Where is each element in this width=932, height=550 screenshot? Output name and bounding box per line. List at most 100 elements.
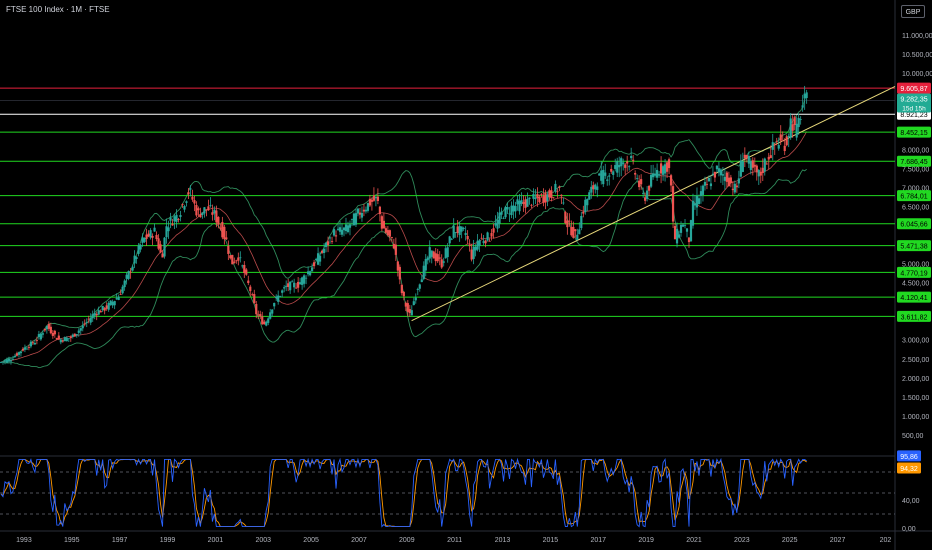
candle-body [755,165,758,173]
candle-body [13,356,17,357]
candle-body [508,213,511,215]
candle-body [600,170,603,181]
candle-body [265,321,268,326]
candle-body [665,162,669,172]
candle-body [67,338,70,340]
candle-body [568,220,571,222]
candle-body [195,204,198,216]
candle-body [488,240,491,242]
candle-body [1,361,5,363]
y-tick-label: 1.500,00 [902,395,929,402]
candle-body [530,204,533,206]
candle-body [338,227,342,232]
candle-body [642,193,645,194]
candle-body [49,326,52,334]
candle-body [147,233,150,237]
candle-body [69,336,72,339]
candle-body [9,360,13,362]
candle-body [562,202,565,204]
level-price-tag: 7.686,45 [900,159,927,166]
candle-body [636,178,639,179]
candle-body [53,330,56,335]
candle-body [376,196,380,202]
candle-body [406,303,409,312]
candle-body [360,212,364,218]
x-tick-label: 2009 [399,537,415,544]
candle-body [299,282,302,285]
candle-body [85,321,88,323]
level-price-tag: 8.452,15 [900,130,927,137]
candle-body [217,216,220,225]
candle-body [458,226,461,235]
candle-body [312,262,316,267]
candle-body [11,359,15,360]
candle-body [727,177,730,187]
level-price-tag-bg [897,126,931,138]
oscillator-y-tick-label: 0,00 [902,526,916,533]
candle-body [366,203,370,211]
last-price-tag: 9.282,35 [900,96,927,103]
candle-body [464,232,467,236]
candle-body [277,295,280,302]
candle-body [39,333,42,340]
candle-body [155,235,158,239]
oscillator-y-tick-label: 40,00 [902,498,920,505]
candle-body [197,208,200,211]
candle-body [324,242,328,247]
candle-body [430,250,433,257]
candle-body [494,223,497,226]
candle-body [691,200,695,226]
currency-button[interactable]: GBP [901,5,925,18]
trend-line[interactable] [411,86,896,322]
x-tick-label: 2007 [351,537,367,544]
candle-body [301,277,304,285]
candle-body [478,240,481,246]
candle-body [442,261,445,263]
candle-body [616,161,619,173]
candle-body [71,334,74,338]
candle-body [468,244,471,246]
candle-body [251,294,254,296]
y-tick-label: 10.500,00 [902,52,932,59]
level-price-tag-bg [897,218,931,230]
candle-body [165,226,168,238]
candle-body [646,190,649,199]
candle-body [416,289,419,290]
candle-body [35,340,38,341]
candle-body [167,227,170,232]
x-tick-label: 2019 [638,537,654,544]
candle-body [255,303,258,315]
candle-body [542,196,545,203]
candle-body [426,257,429,261]
candle-body [725,172,728,182]
candle-body [805,92,808,98]
candle-body [123,280,126,288]
candle-body [769,155,772,159]
candle-body [336,228,340,230]
candle-body [454,232,457,234]
candle-body [693,203,697,206]
candle-body [500,211,503,215]
candle-body [153,227,156,232]
candle-body [131,266,134,271]
candle-body [422,265,425,280]
candle-body [566,220,569,228]
x-tick-label: 2023 [734,537,750,544]
candle-body [781,140,784,142]
candle-body [364,209,368,212]
candle-body [723,176,726,181]
candle-body [83,323,86,325]
candle-body [326,241,330,245]
candle-body [193,200,196,204]
y-tick-label: 4.500,00 [902,281,929,288]
candle-body [151,235,154,238]
candle-body [117,296,120,301]
candle-body [518,200,521,212]
candle-body [259,314,262,317]
candle-body [496,219,499,229]
candle-body [235,260,238,262]
candle-body [717,168,721,173]
candle-body [322,248,326,254]
candle-body [303,275,306,284]
